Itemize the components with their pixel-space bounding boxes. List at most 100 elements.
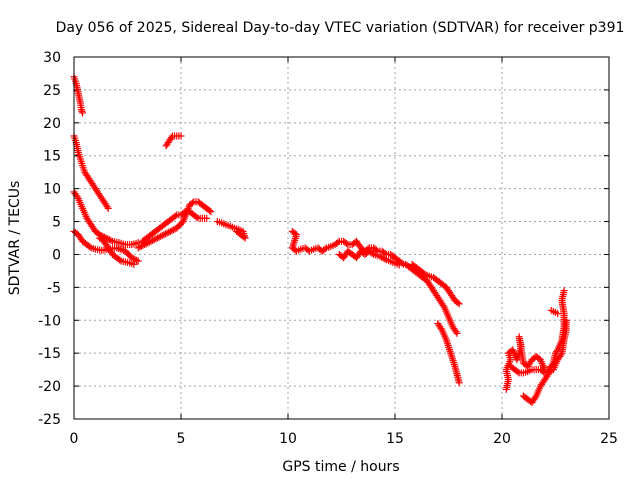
x-axis-label: GPS time / hours	[282, 459, 399, 475]
data-point	[234, 229, 242, 237]
plot-frame	[73, 56, 610, 420]
data-point	[203, 214, 211, 222]
data-point	[144, 239, 152, 247]
data-point	[149, 236, 157, 244]
y-tick-label: 25	[43, 83, 61, 99]
data-point	[167, 134, 175, 142]
data-point	[103, 203, 111, 211]
data-point	[171, 212, 179, 220]
data-point	[545, 369, 553, 377]
data-point	[193, 213, 201, 221]
data-point	[116, 256, 124, 264]
x-tick-label: 25	[600, 431, 618, 447]
series-track-e	[96, 234, 138, 268]
y-tick-label: 15	[43, 149, 61, 165]
data-point	[166, 227, 174, 235]
y-tick-label: 0	[52, 247, 61, 263]
y-tick-label: 10	[43, 182, 61, 198]
data-point	[455, 379, 463, 387]
series-track-g	[134, 198, 215, 252]
y-tick-label: -15	[38, 346, 61, 362]
y-axis-label: SDTVAR / TECUs	[7, 181, 23, 296]
data-point	[372, 246, 380, 254]
data-point	[136, 243, 144, 251]
data-point	[155, 233, 163, 241]
data-point	[514, 368, 522, 376]
data-point	[133, 256, 141, 264]
data-point	[531, 394, 539, 402]
y-tick-label: 20	[43, 116, 61, 132]
y-tick-label: 5	[52, 215, 61, 231]
series-track-r	[547, 306, 562, 318]
data-point	[139, 241, 147, 249]
data-point	[420, 269, 428, 277]
data-point	[130, 260, 138, 268]
data-point	[437, 325, 445, 332]
axis-ticks: 0 5 10 15 20 25 -25 -20 -15 -10 -5 0 5 10 15 20 25 30	[38, 50, 618, 447]
data-point	[137, 242, 145, 250]
data-point	[342, 239, 350, 247]
data-point	[150, 236, 158, 244]
data-point	[557, 351, 565, 359]
data-point	[454, 299, 462, 307]
data-point	[376, 252, 384, 260]
x-tick-label: 10	[279, 431, 297, 447]
series-track-p	[507, 316, 570, 377]
data-point	[145, 238, 153, 246]
data-point	[157, 232, 165, 240]
data-point	[560, 287, 568, 295]
data-point	[207, 208, 215, 216]
data-point	[79, 109, 87, 117]
data-point	[104, 235, 112, 243]
data-point	[233, 227, 241, 235]
data-point	[562, 316, 570, 324]
data-point	[158, 232, 166, 240]
data-point	[128, 254, 136, 262]
data-point	[141, 241, 149, 249]
data-point	[188, 199, 196, 207]
y-tick-label: -25	[38, 412, 61, 428]
data-point	[177, 132, 185, 140]
data-point	[134, 244, 142, 252]
data-point	[105, 236, 113, 244]
y-tick-label: -20	[38, 379, 61, 395]
y-tick-label: 30	[43, 50, 61, 66]
data-point	[116, 245, 124, 253]
data-point	[368, 249, 376, 257]
data-point	[321, 245, 329, 253]
data-point	[161, 230, 169, 238]
data-point	[168, 227, 176, 235]
x-tick-label: 15	[386, 431, 404, 447]
data-point	[134, 257, 142, 265]
data-point	[455, 300, 463, 308]
data-point	[113, 244, 121, 252]
data-point	[118, 246, 126, 254]
data-point	[115, 245, 123, 253]
series-track-b	[70, 132, 112, 212]
series-track-i	[213, 218, 249, 242]
data-point	[73, 193, 81, 201]
data-point	[452, 328, 460, 336]
y-tick-label: -5	[47, 280, 61, 296]
data-point	[206, 207, 214, 215]
data-point	[378, 253, 386, 261]
series-track-l	[402, 260, 461, 337]
data-point	[131, 255, 139, 263]
series-track-n	[434, 320, 463, 387]
series-track-m	[408, 260, 463, 308]
data-point	[107, 236, 115, 244]
y-tick-label: -10	[38, 313, 61, 329]
series-track-h	[162, 132, 185, 150]
series-track-k	[335, 247, 403, 269]
chart-title: Day 056 of 2025, Sidereal Day-to-day VTE…	[56, 20, 625, 36]
data-point	[142, 240, 150, 248]
data-point	[104, 204, 112, 212]
series-track-o	[502, 287, 568, 393]
data-point	[554, 310, 562, 318]
data-point	[334, 238, 342, 246]
data-point	[544, 371, 552, 379]
data-point	[147, 237, 155, 245]
data-point	[163, 229, 171, 237]
data-point	[381, 255, 389, 263]
data-point	[165, 228, 173, 236]
